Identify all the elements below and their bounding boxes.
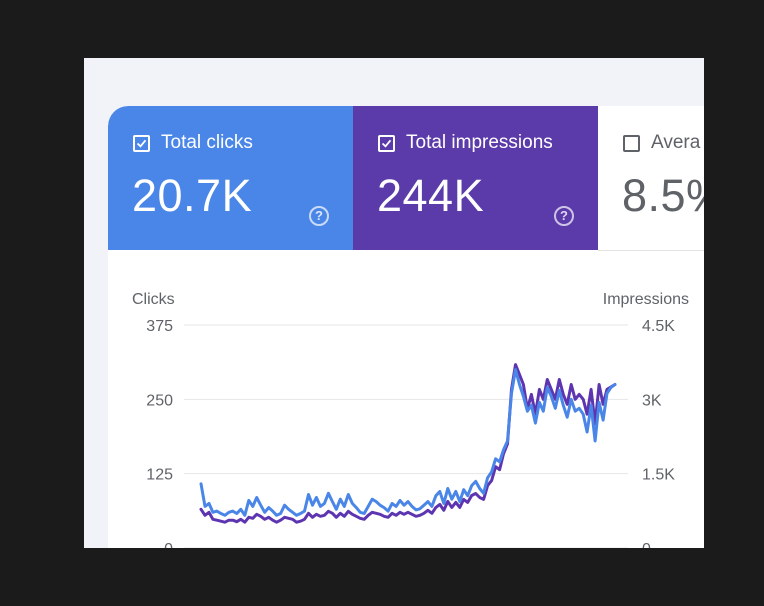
- average-position-checkbox-icon[interactable]: [623, 134, 640, 152]
- total-clicks-value: 20.7K: [132, 170, 253, 221]
- average-position-label: Avera: [651, 132, 701, 153]
- help-circle-icon[interactable]: ?: [309, 206, 329, 226]
- help-circle-icon[interactable]: ?: [554, 206, 574, 226]
- performance-card: Total clicks 20.7K ? Total impressions 2…: [108, 106, 704, 548]
- screenshot-frame: Total clicks 20.7K ? Total impressions 2…: [84, 58, 704, 548]
- metric-tabs: Total clicks 20.7K ? Total impressions 2…: [108, 106, 704, 251]
- total-clicks-label: Total clicks: [161, 132, 253, 153]
- total-impressions-label: Total impressions: [406, 132, 553, 153]
- total-impressions-value: 244K: [377, 170, 485, 221]
- total-impressions-tab[interactable]: Total impressions 244K ?: [353, 106, 598, 250]
- total-impressions-checkbox-icon[interactable]: [378, 134, 395, 152]
- total-clicks-tab[interactable]: Total clicks 20.7K ?: [108, 106, 353, 250]
- total-impressions-header: Total impressions: [378, 132, 553, 154]
- average-position-tab[interactable]: Avera 8.5%: [598, 106, 704, 251]
- average-position-header: Avera: [623, 132, 700, 154]
- total-clicks-header: Total clicks: [133, 132, 253, 154]
- average-position-value: 8.5%: [622, 170, 704, 221]
- total-clicks-checkbox-icon[interactable]: [133, 134, 150, 152]
